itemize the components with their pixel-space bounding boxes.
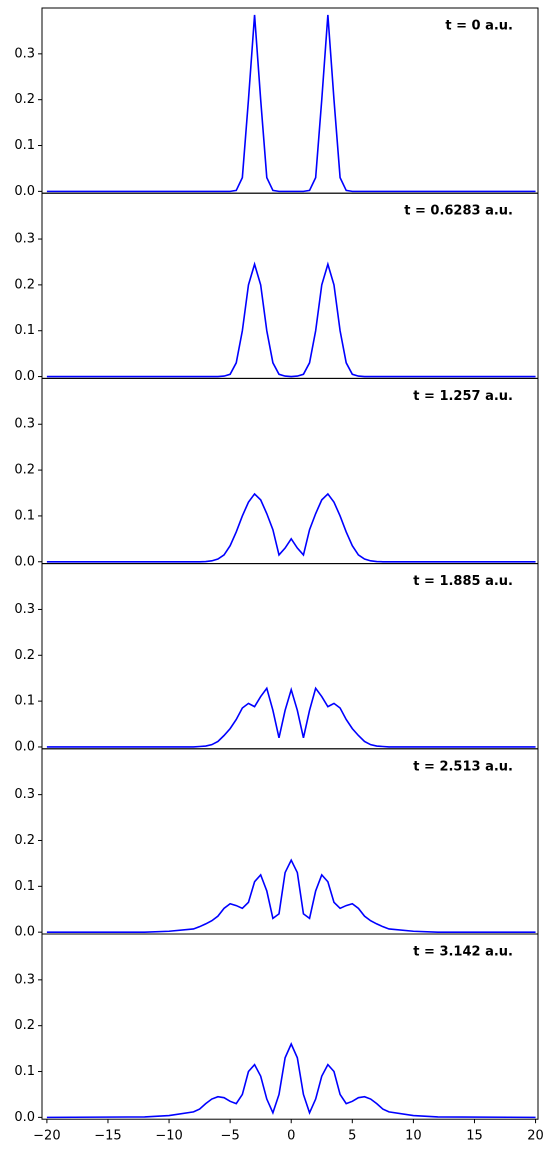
- y-tick-label: 0.1: [14, 323, 35, 338]
- y-tick-label: 0.3: [14, 602, 35, 617]
- y-tick-label: 0.0: [14, 739, 35, 754]
- y-tick-label: 0.3: [14, 46, 35, 61]
- data-line: [46, 1042, 536, 1119]
- x-tick-label: 15: [466, 1129, 483, 1144]
- data-line: [46, 686, 536, 748]
- annotation: t = 1.885 a.u.: [413, 574, 513, 589]
- data-line: [46, 14, 536, 193]
- axes-frame: [41, 563, 539, 750]
- x-tick-label: −20: [33, 1129, 60, 1144]
- y-tick-label: 0.3: [14, 232, 35, 247]
- x-tick-label: 0: [287, 1129, 295, 1144]
- data-line: [46, 261, 536, 378]
- annotation: t = 0.6283 a.u.: [404, 204, 513, 219]
- y-tick-label: 0.2: [14, 277, 35, 292]
- axes-frame: [41, 192, 539, 379]
- annotation: t = 0 a.u.: [445, 19, 513, 34]
- axes-frame: [41, 377, 539, 565]
- y-tick-label: 0.0: [14, 1110, 35, 1125]
- y-tick-label: 0.2: [14, 92, 35, 107]
- y-tick-label: 0.1: [14, 1064, 35, 1079]
- data-line: [46, 492, 536, 563]
- y-tick-label: 0.2: [14, 1018, 35, 1033]
- x-tick-label: −5: [221, 1129, 240, 1144]
- x-tick-label: −10: [155, 1129, 182, 1144]
- y-tick-label: 0.0: [14, 554, 35, 569]
- annotation: t = 1.257 a.u.: [413, 389, 513, 404]
- y-tick-label: 0.3: [14, 787, 35, 802]
- y-tick-label: 0.2: [14, 833, 35, 848]
- y-tick-label: 0.0: [14, 369, 35, 384]
- y-tick-label: 0.0: [14, 184, 35, 199]
- y-tick-label: 0.1: [14, 138, 35, 153]
- y-tick-label: 0.1: [14, 879, 35, 894]
- y-tick-label: 0.1: [14, 508, 35, 523]
- axes-frame: [41, 7, 539, 194]
- y-tick-label: 0.2: [14, 648, 35, 663]
- axes-frame: [41, 748, 539, 935]
- y-tick-label: 0.2: [14, 463, 35, 478]
- y-tick-label: 0.3: [14, 972, 35, 987]
- data-line: [46, 858, 536, 933]
- x-tick-label: 10: [405, 1129, 422, 1144]
- annotation: t = 3.142 a.u.: [413, 945, 513, 960]
- axes-frame: [41, 933, 539, 1120]
- annotation: t = 2.513 a.u.: [413, 759, 513, 774]
- y-tick-label: 0.1: [14, 694, 35, 709]
- y-tick-label: 0.3: [14, 417, 35, 432]
- y-tick-label: 0.0: [14, 925, 35, 940]
- x-tick-label: −15: [94, 1129, 121, 1144]
- x-tick-label: 20: [527, 1129, 544, 1144]
- x-tick-label: 5: [348, 1129, 356, 1144]
